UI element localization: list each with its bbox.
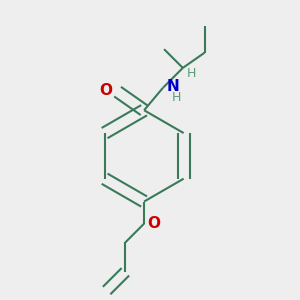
Text: O: O bbox=[99, 83, 112, 98]
Text: N: N bbox=[167, 79, 179, 94]
Text: H: H bbox=[187, 67, 196, 80]
Text: O: O bbox=[148, 216, 160, 231]
Text: H: H bbox=[172, 92, 181, 104]
